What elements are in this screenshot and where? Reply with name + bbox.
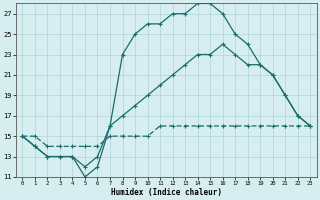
X-axis label: Humidex (Indice chaleur): Humidex (Indice chaleur) [111,188,222,197]
